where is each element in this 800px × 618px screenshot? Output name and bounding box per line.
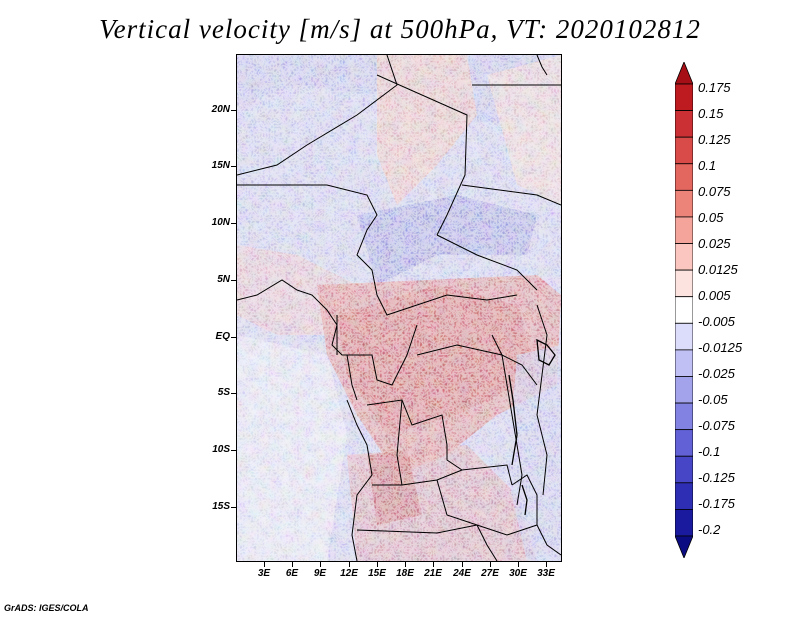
lat-label-eq: EQ [215, 331, 230, 342]
colorbar-swatch [675, 163, 693, 191]
colorbar-label: -0.0125 [698, 340, 743, 355]
vertical-velocity-field [237, 55, 561, 561]
lat-tick [231, 337, 236, 338]
lon-label-18e: 18E [396, 568, 414, 579]
lon-tick [292, 562, 293, 567]
colorbar-swatch [675, 376, 693, 404]
colorbar-swatch [675, 83, 693, 111]
lat-tick [231, 280, 236, 281]
lon-label-3e: 3E [257, 568, 271, 579]
colorbar-label: -0.175 [698, 496, 735, 511]
colorbar-label: 0.1 [698, 158, 717, 173]
colorbar-label: 0.005 [698, 288, 731, 303]
lon-label-33e: 33E [537, 568, 555, 579]
colorbar-swatch [675, 349, 693, 377]
lat-tick [231, 110, 236, 111]
lat-label-5s: 5S [217, 387, 230, 398]
lon-tick [349, 562, 350, 567]
colorbar [675, 62, 693, 558]
colorbar-swatch [675, 269, 693, 298]
colorbar-swatch [675, 535, 693, 558]
lat-label-20n: 20N [211, 104, 230, 115]
lon-tick [264, 562, 265, 567]
lon-tick [546, 562, 547, 567]
colorbar-swatch [675, 455, 693, 484]
colorbar-swatch [675, 322, 693, 351]
lon-tick [490, 562, 491, 567]
colorbar-label: 0.15 [698, 106, 724, 121]
colorbar-label: 0.0125 [698, 262, 738, 277]
colorbar-label: -0.05 [698, 392, 728, 407]
lat-tick [231, 507, 236, 508]
lon-label-9e: 9E [313, 568, 327, 579]
lon-label-21e: 21E [424, 568, 442, 579]
colorbar-label: 0.175 [698, 80, 731, 95]
colorbar-label: -0.125 [698, 470, 735, 485]
colorbar-swatch [675, 243, 693, 271]
colorbar-swatch [675, 189, 693, 218]
lat-label-5n: 5N [217, 274, 230, 285]
colorbar-label: -0.005 [698, 314, 735, 329]
map-panel [236, 54, 562, 562]
colorbar-label: 0.075 [698, 184, 731, 199]
colorbar-swatch [675, 296, 693, 324]
lat-label-10s: 10S [212, 444, 230, 455]
lon-tick [405, 562, 406, 567]
chart-title: Vertical velocity [m/s] at 500hPa, VT: 2… [99, 14, 701, 44]
lon-tick [433, 562, 434, 567]
lon-tick [377, 562, 378, 567]
lon-label-27e: 27E [481, 568, 499, 579]
lon-label-12e: 12E [340, 568, 358, 579]
colorbar-label: -0.2 [698, 522, 721, 537]
lat-label-15n: 15N [211, 160, 230, 171]
lon-label-30e: 30E [509, 568, 527, 579]
colorbar-label: 0.05 [698, 210, 724, 225]
lat-label-15s: 15S [212, 501, 230, 512]
lon-label-24e: 24E [453, 568, 471, 579]
grads-credit: GrADS: IGES/COLA [4, 603, 89, 613]
lat-tick [231, 393, 236, 394]
lon-tick [320, 562, 321, 567]
colorbar-swatch [675, 62, 693, 85]
colorbar-swatch [675, 482, 693, 510]
colorbar-swatch [675, 136, 693, 165]
lat-label-10n: 10N [211, 217, 230, 228]
colorbar-swatch [675, 216, 693, 244]
colorbar-swatch [675, 429, 693, 457]
lon-label-6e: 6E [285, 568, 299, 579]
lat-tick [231, 223, 236, 224]
colorbar-label: 0.025 [698, 236, 731, 251]
colorbar-label: -0.025 [698, 366, 735, 381]
colorbar-label: 0.125 [698, 132, 731, 147]
lon-tick [462, 562, 463, 567]
colorbar-label: -0.075 [698, 418, 735, 433]
colorbar-swatch [675, 509, 693, 537]
lon-tick [518, 562, 519, 567]
lon-label-15e: 15E [368, 568, 386, 579]
colorbar-label: -0.1 [698, 444, 721, 459]
country-borders [237, 55, 561, 561]
lat-tick [231, 450, 236, 451]
lat-tick [231, 166, 236, 167]
colorbar-swatch [675, 110, 693, 138]
colorbar-swatch [675, 402, 693, 431]
